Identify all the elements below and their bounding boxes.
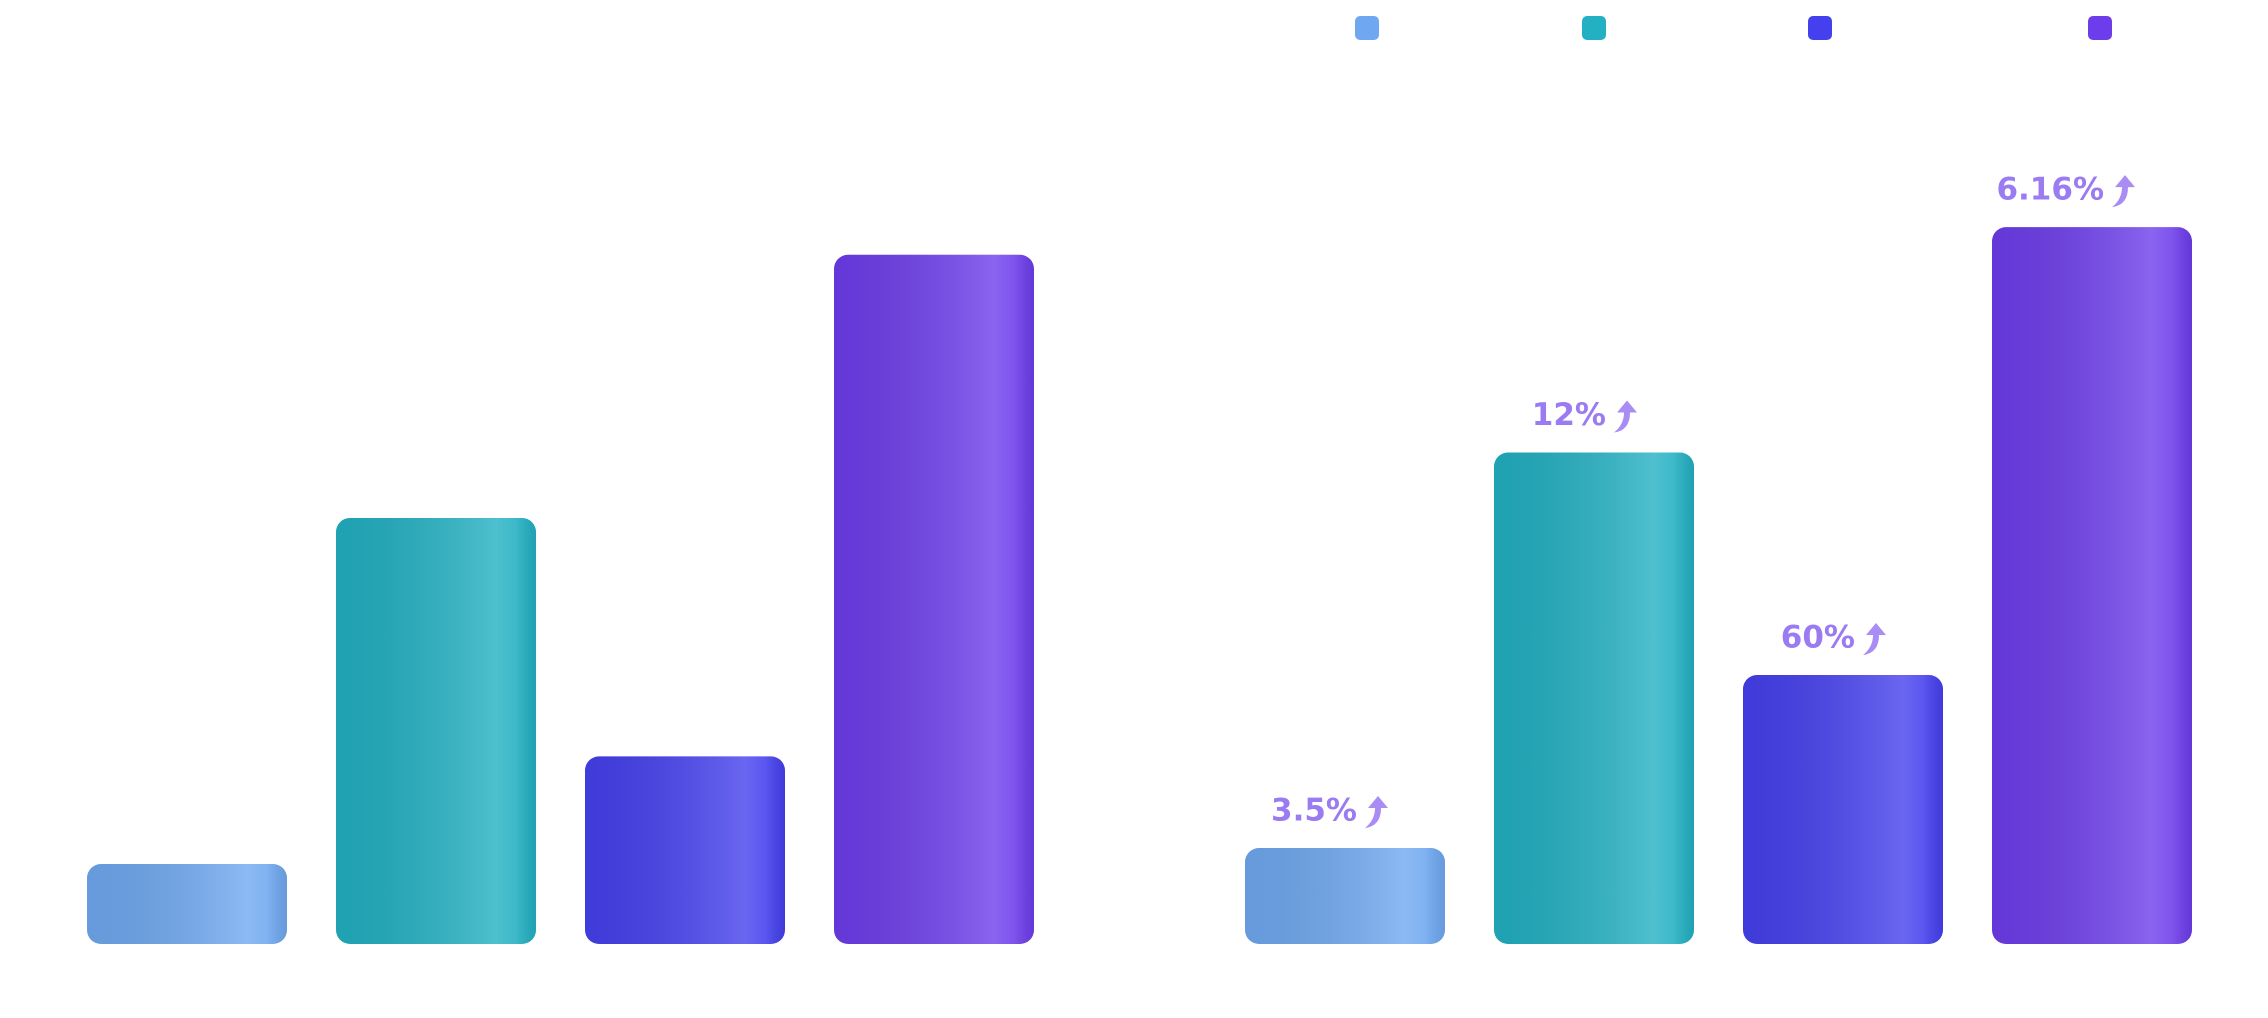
legend-swatch xyxy=(1582,16,1606,40)
bar-annotation: 3.5% xyxy=(1271,793,1357,829)
trend-arrow xyxy=(1614,400,1637,433)
bar-annotation: 12% xyxy=(1532,397,1606,433)
bar-annotation: 60% xyxy=(1781,620,1855,656)
bar-annotation: 6.16% xyxy=(1996,172,2104,208)
trend-arrow xyxy=(2112,175,2135,208)
trend-arrow xyxy=(1365,796,1388,829)
bar xyxy=(1494,452,1694,944)
legend-swatch xyxy=(2088,16,2112,40)
legend-swatch xyxy=(1355,16,1379,40)
bar xyxy=(1992,227,2192,945)
bar xyxy=(585,756,785,944)
bar xyxy=(87,864,287,944)
bar xyxy=(1245,848,1445,944)
bar xyxy=(834,254,1034,944)
bar xyxy=(1743,675,1943,944)
trend-arrow xyxy=(1863,623,1886,656)
bar xyxy=(336,517,536,944)
legend-swatch xyxy=(1808,16,1832,40)
